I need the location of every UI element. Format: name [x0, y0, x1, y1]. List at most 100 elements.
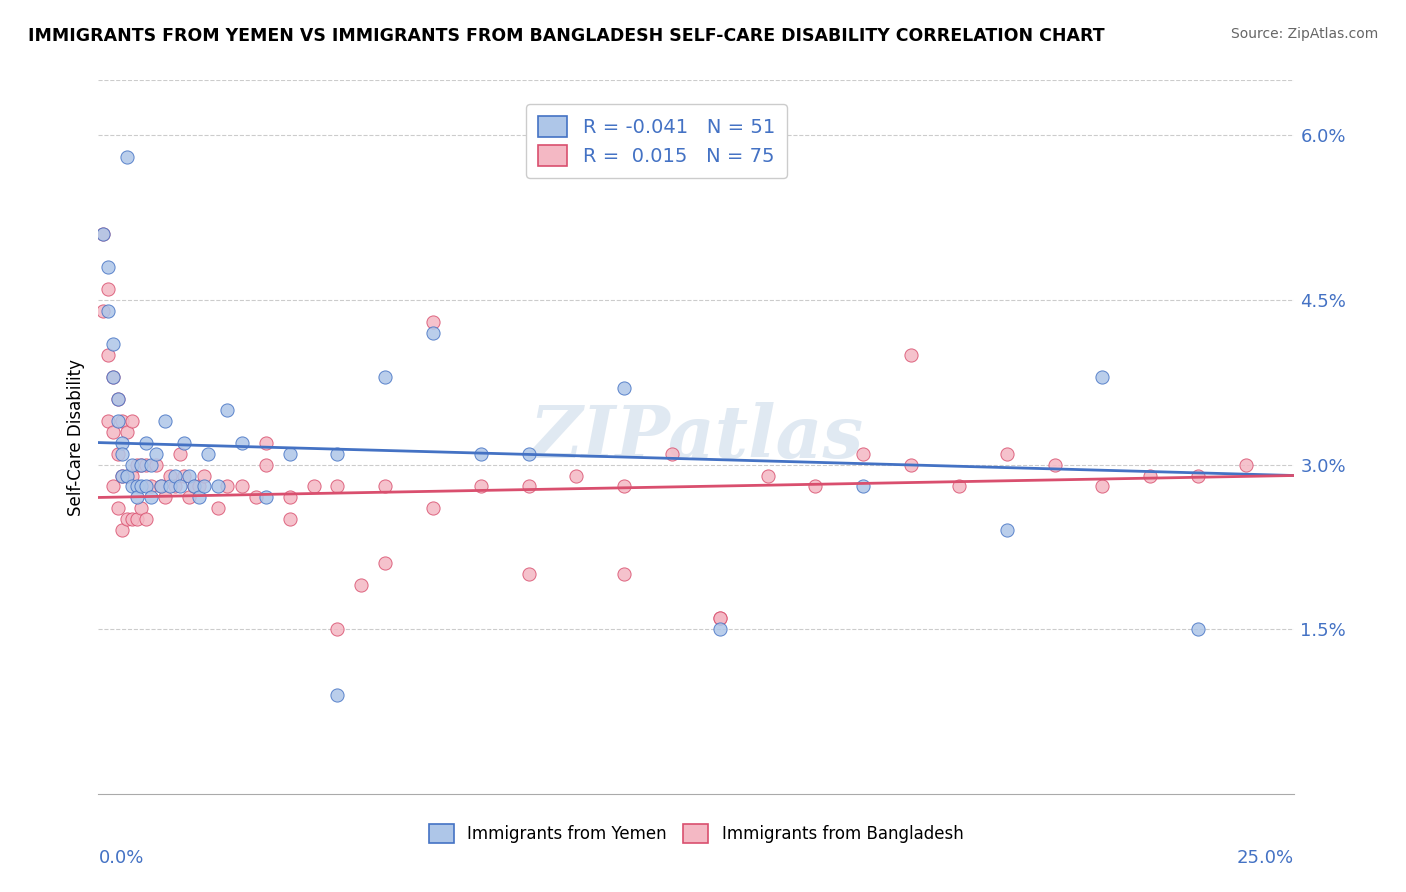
Point	[145, 446, 167, 460]
Point	[565, 468, 588, 483]
Legend: Immigrants from Yemen, Immigrants from Bangladesh: Immigrants from Yemen, Immigrants from B…	[422, 818, 970, 850]
Point	[135, 512, 157, 526]
Point	[709, 611, 731, 625]
Point	[115, 512, 138, 526]
Point	[121, 468, 143, 483]
Point	[115, 425, 138, 439]
Point	[187, 491, 209, 505]
Point	[139, 458, 162, 472]
Point	[1187, 622, 1209, 636]
Point	[101, 336, 124, 351]
Point	[121, 512, 143, 526]
Text: ZIPatlas: ZIPatlas	[529, 401, 863, 473]
Point	[1091, 479, 1114, 493]
Point	[709, 622, 731, 636]
Point	[1139, 468, 1161, 483]
Point	[517, 567, 540, 582]
Point	[101, 369, 124, 384]
Point	[756, 468, 779, 483]
Point	[125, 458, 148, 472]
Point	[97, 303, 120, 318]
Point	[155, 491, 177, 505]
Point	[135, 435, 157, 450]
Point	[121, 458, 143, 472]
Point	[613, 381, 636, 395]
Point	[900, 348, 922, 362]
Point	[121, 414, 143, 428]
Point	[995, 446, 1018, 460]
Point	[995, 524, 1018, 538]
Point	[173, 435, 195, 450]
Point	[115, 468, 138, 483]
Point	[139, 491, 162, 505]
Point	[159, 479, 181, 493]
Point	[115, 150, 138, 164]
Point	[278, 512, 301, 526]
Point	[111, 524, 134, 538]
Point	[661, 446, 683, 460]
Point	[217, 402, 239, 417]
Point	[169, 446, 191, 460]
Point	[101, 369, 124, 384]
Point	[613, 567, 636, 582]
Point	[326, 446, 349, 460]
Point	[183, 479, 205, 493]
Point	[254, 435, 277, 450]
Y-axis label: Self-Care Disability: Self-Care Disability	[66, 359, 84, 516]
Point	[613, 479, 636, 493]
Point	[131, 479, 153, 493]
Point	[1043, 458, 1066, 472]
Point	[254, 458, 277, 472]
Point	[101, 479, 124, 493]
Point	[111, 446, 134, 460]
Point	[107, 414, 129, 428]
Point	[207, 479, 229, 493]
Point	[302, 479, 325, 493]
Point	[804, 479, 827, 493]
Point	[852, 446, 875, 460]
Point	[217, 479, 239, 493]
Point	[187, 479, 209, 493]
Point	[91, 227, 114, 241]
Point	[97, 282, 120, 296]
Point	[91, 303, 114, 318]
Point	[159, 468, 181, 483]
Point	[374, 369, 396, 384]
Point	[131, 458, 153, 472]
Point	[91, 227, 114, 241]
Point	[131, 458, 153, 472]
Point	[254, 491, 277, 505]
Point	[145, 458, 167, 472]
Point	[350, 578, 373, 592]
Point	[107, 392, 129, 406]
Point	[111, 414, 134, 428]
Point	[1234, 458, 1257, 472]
Point	[111, 435, 134, 450]
Point	[207, 501, 229, 516]
Point	[173, 468, 195, 483]
Point	[900, 458, 922, 472]
Point	[852, 479, 875, 493]
Point	[183, 479, 205, 493]
Point	[107, 446, 129, 460]
Point	[517, 446, 540, 460]
Point	[197, 446, 219, 460]
Point	[374, 479, 396, 493]
Point	[125, 479, 148, 493]
Point	[422, 326, 444, 340]
Text: 25.0%: 25.0%	[1236, 849, 1294, 867]
Point	[107, 501, 129, 516]
Point	[97, 348, 120, 362]
Point	[149, 479, 172, 493]
Point	[193, 468, 215, 483]
Point	[1187, 468, 1209, 483]
Point	[231, 479, 253, 493]
Point	[155, 414, 177, 428]
Point	[517, 479, 540, 493]
Point	[470, 479, 492, 493]
Point	[179, 491, 201, 505]
Point	[1091, 369, 1114, 384]
Point	[149, 479, 172, 493]
Point	[422, 501, 444, 516]
Point	[107, 392, 129, 406]
